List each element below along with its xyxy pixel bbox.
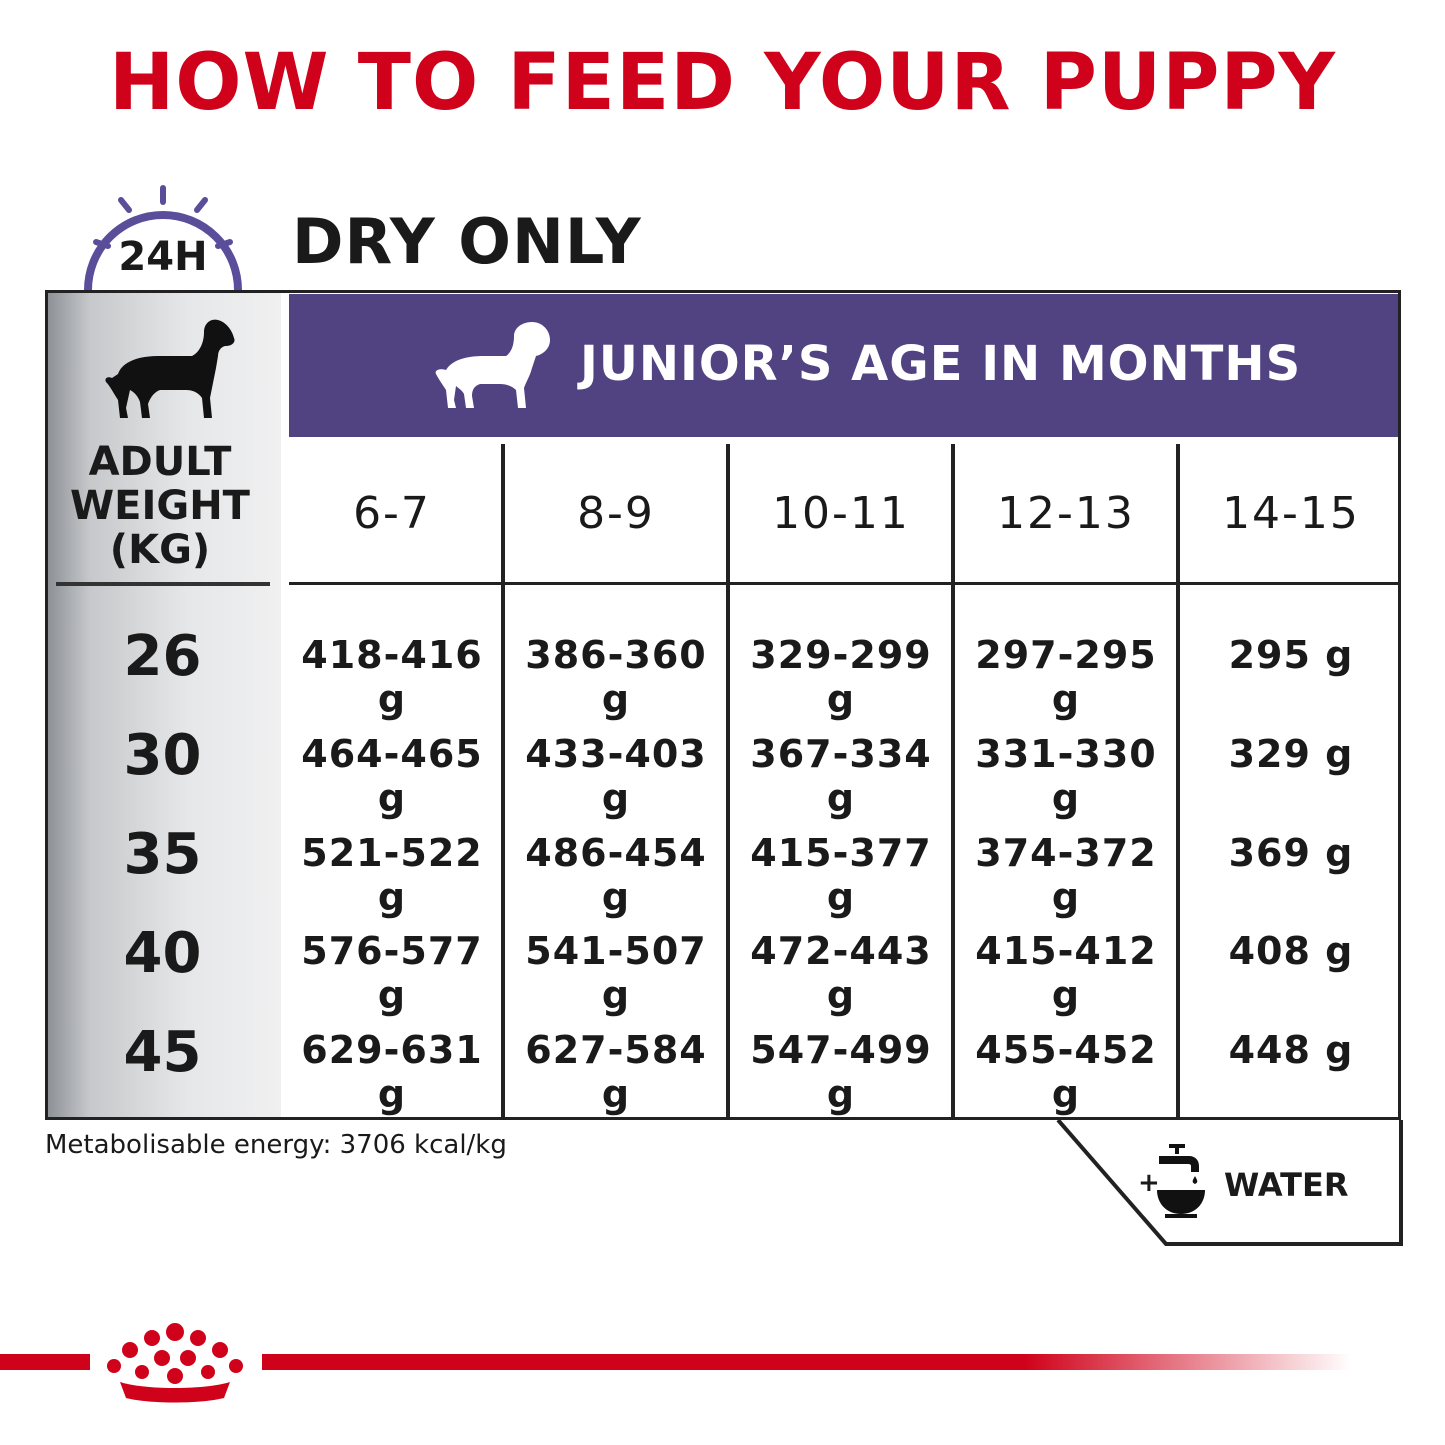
table-cell: 455-452 g xyxy=(975,1028,1157,1116)
weight-header-line-1: ADULT xyxy=(88,439,232,485)
table-cell: 297-295 g xyxy=(975,633,1157,721)
weight-value: 40 xyxy=(123,921,202,986)
page-title: HOW TO FEED YOUR PUPPY xyxy=(108,38,1337,128)
age-column-label: 10-11 xyxy=(772,488,910,539)
crown-logo-icon xyxy=(107,1323,243,1403)
brand-bar xyxy=(0,1354,90,1370)
energy-note: Metabolisable energy: 3706 kcal/kg xyxy=(45,1130,507,1160)
brand-bar xyxy=(262,1354,1352,1370)
table-cell: 472-443 g xyxy=(750,929,932,1017)
age-column-label: 12-13 xyxy=(997,488,1135,539)
age-column-label: 8-9 xyxy=(577,488,655,539)
weight-value: 30 xyxy=(123,723,202,788)
table-cell: 541-507 g xyxy=(525,929,707,1017)
adult-dog-icon xyxy=(105,319,235,418)
table-cell: 408 g xyxy=(1228,929,1354,973)
feeding-table xyxy=(45,290,1401,1120)
table-cell: 329-299 g xyxy=(750,633,932,721)
weight-value: 26 xyxy=(123,624,202,689)
column-divider xyxy=(726,444,730,1120)
column-divider xyxy=(1176,444,1180,1120)
table-cell: 448 g xyxy=(1228,1028,1354,1072)
age-column-label: 6-7 xyxy=(353,488,431,539)
table-cell: 374-372 g xyxy=(975,831,1157,919)
column-divider xyxy=(951,444,955,1120)
puppy-icon xyxy=(435,322,550,408)
weight-divider xyxy=(56,582,270,586)
water-label: WATER xyxy=(1224,1166,1349,1204)
table-cell: 486-454 g xyxy=(525,831,707,919)
table-cell: 415-377 g xyxy=(750,831,932,919)
table-cell: 464-465 g xyxy=(301,732,483,820)
clock-icon: 24H xyxy=(84,185,242,291)
weight-header-line-3: (KG) xyxy=(109,527,211,573)
table-cell: 367-334 g xyxy=(750,732,932,820)
table-cell: 331-330 g xyxy=(975,732,1157,820)
table-cell: 329 g xyxy=(1228,732,1354,776)
table-cell: 433-403 g xyxy=(525,732,707,820)
table-cell: 547-499 g xyxy=(750,1028,932,1116)
age-column-label: 14-15 xyxy=(1222,488,1360,539)
table-cell: 576-577 g xyxy=(301,929,483,1017)
section-title: DRY ONLY xyxy=(292,205,642,278)
plus-sign: + xyxy=(1138,1168,1160,1198)
table-cell: 415-412 g xyxy=(975,929,1157,1017)
table-cell: 369 g xyxy=(1228,831,1354,875)
weight-header: ADULT WEIGHT (KG) xyxy=(45,440,275,572)
table-cell: 295 g xyxy=(1228,633,1354,677)
weight-value: 45 xyxy=(123,1020,202,1085)
clock-label: 24H xyxy=(118,234,207,280)
table-cell: 629-631 g xyxy=(301,1028,483,1116)
weight-column xyxy=(45,290,281,1120)
weight-header-line-2: WEIGHT xyxy=(70,483,250,529)
table-cell: 521-522 g xyxy=(301,831,483,919)
table-cell: 386-360 g xyxy=(525,633,707,721)
age-header-label: JUNIOR’S AGE IN MONTHS xyxy=(580,336,1302,392)
header-divider xyxy=(289,582,1398,585)
water-bowl-icon xyxy=(1157,1144,1205,1218)
weight-value: 35 xyxy=(123,822,202,887)
table-cell: 627-584 g xyxy=(525,1028,707,1116)
table-cell: 418-416 g xyxy=(301,633,483,721)
column-divider xyxy=(501,444,505,1120)
water-tab xyxy=(1056,1118,1403,1246)
